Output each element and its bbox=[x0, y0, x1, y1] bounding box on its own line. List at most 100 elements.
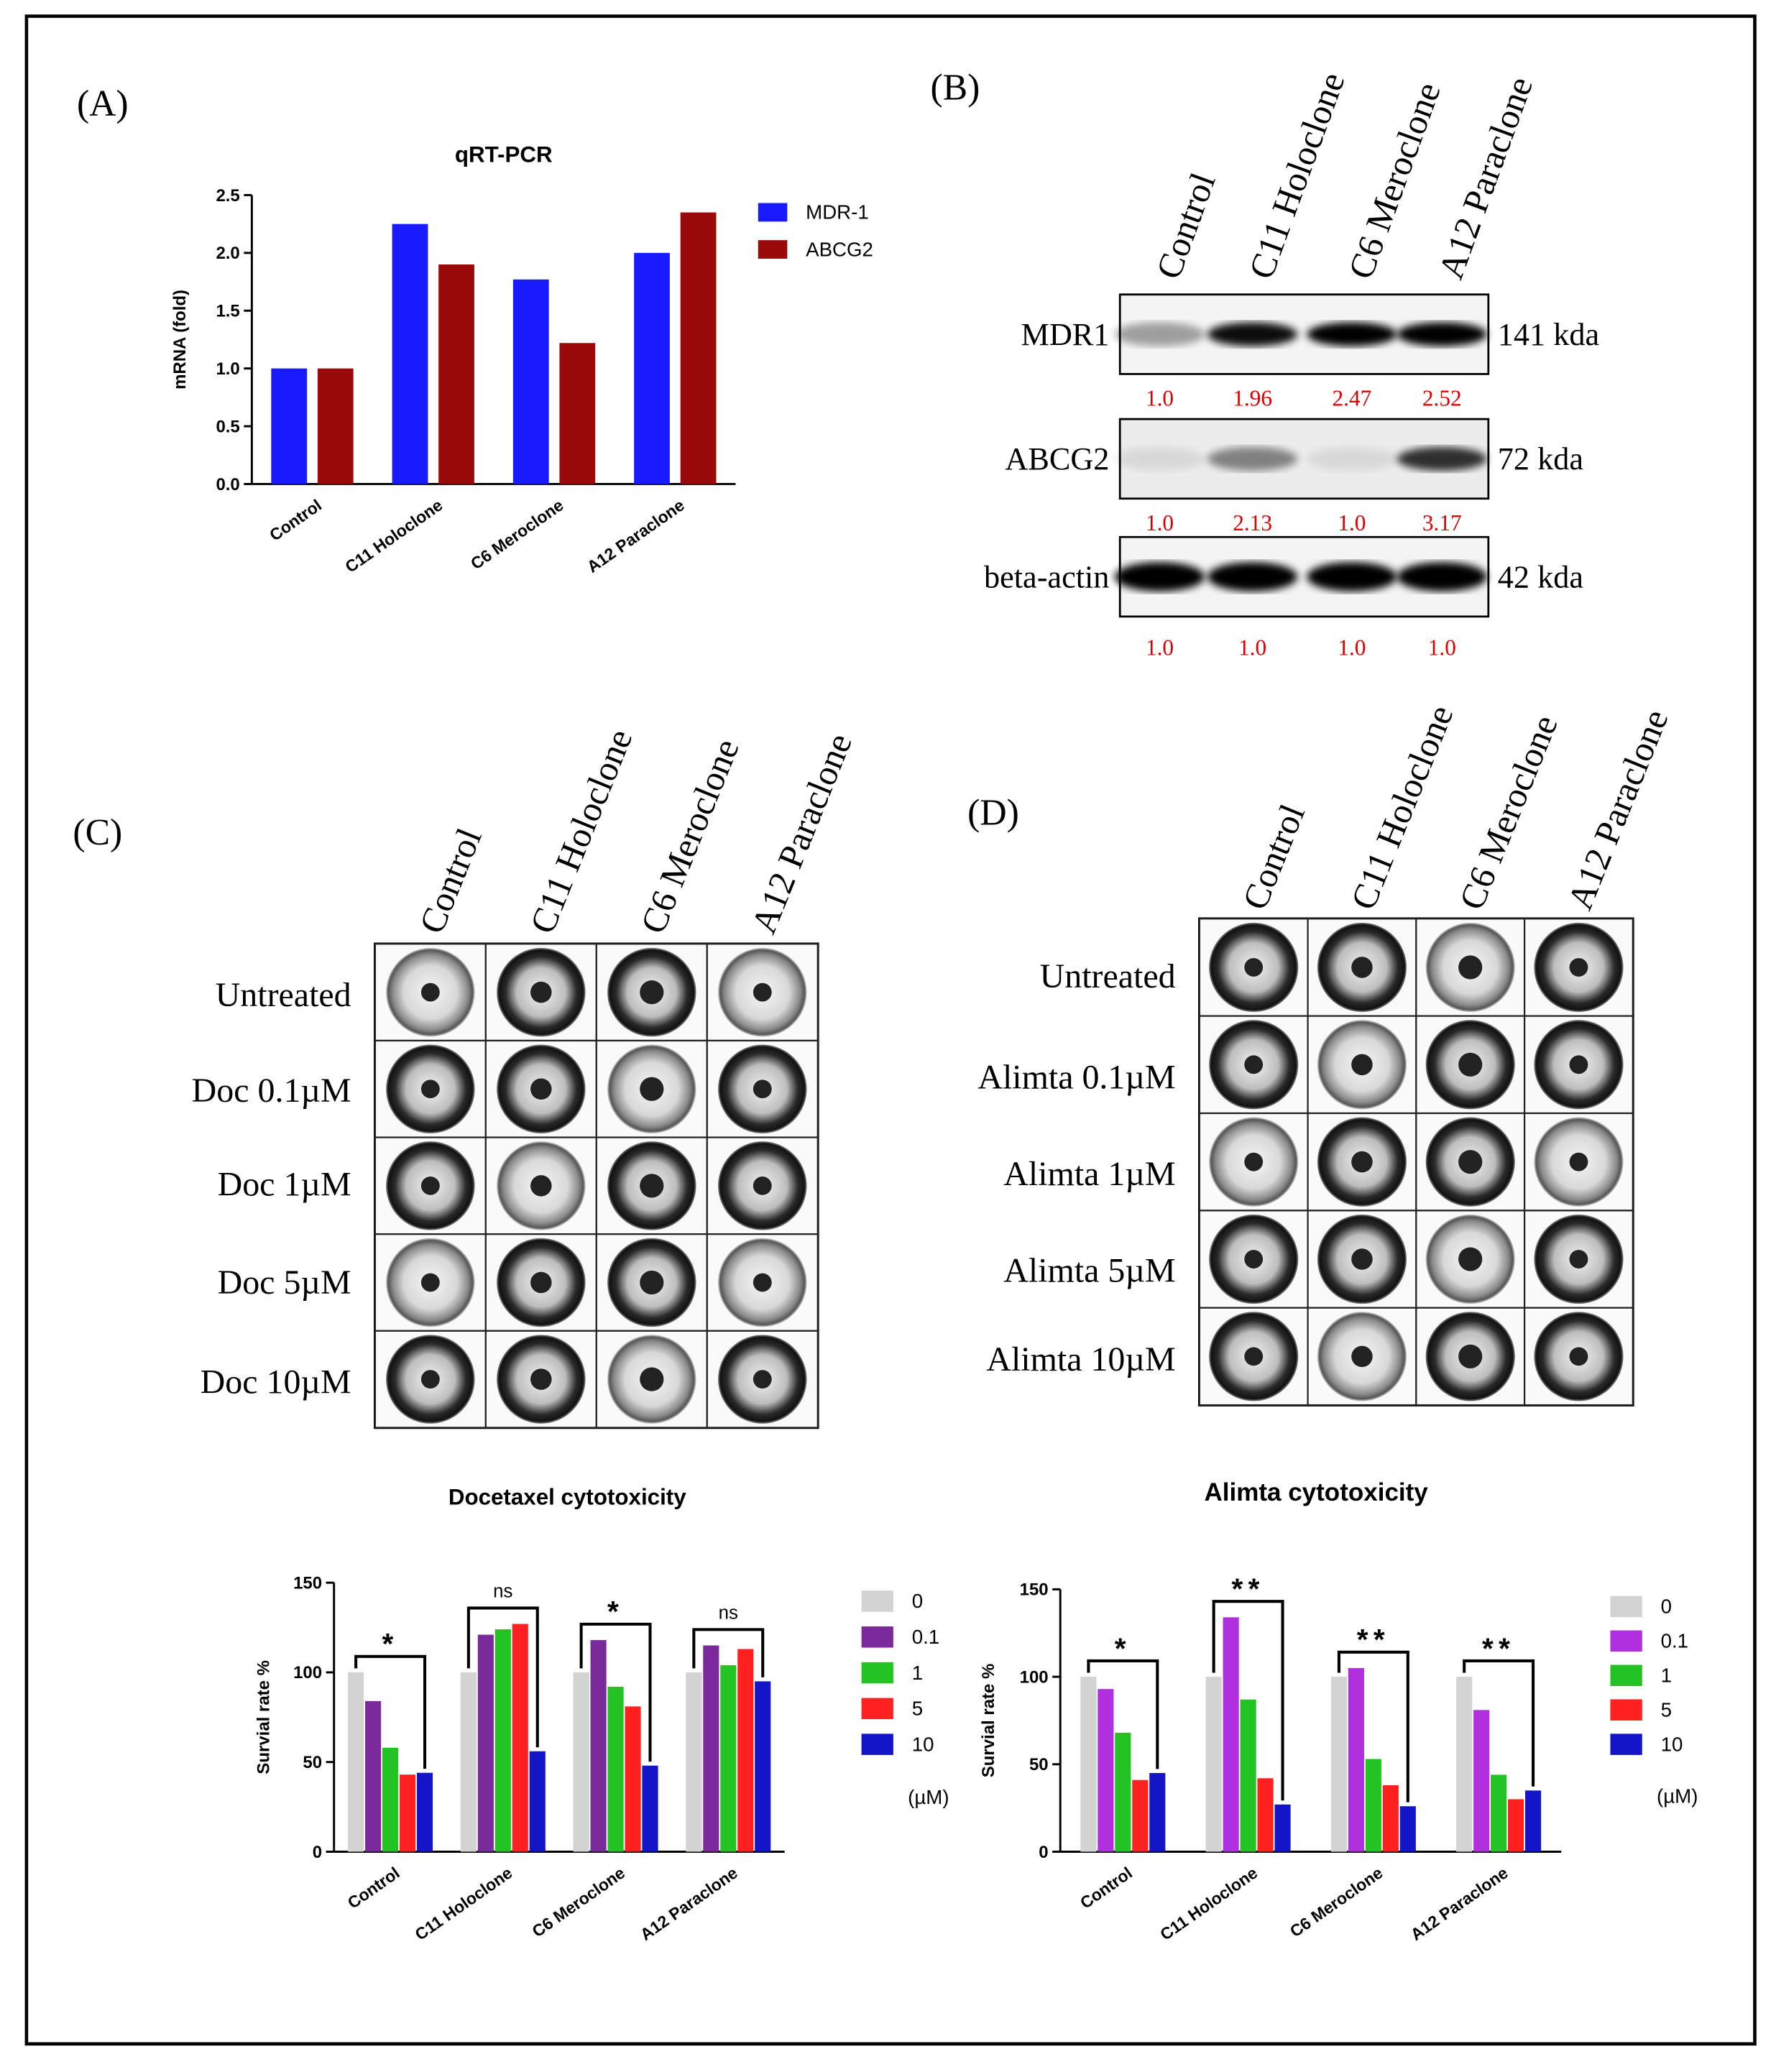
bar bbox=[590, 1640, 607, 1852]
quant-label: 2.13 bbox=[1233, 510, 1272, 535]
quant-label: 1.0 bbox=[1238, 635, 1266, 660]
column-label: C6 Meroclone bbox=[1452, 709, 1565, 915]
row-label: Doc 5µM bbox=[218, 1263, 351, 1302]
legend-label: 0.1 bbox=[1661, 1630, 1688, 1652]
row-label: ABCG2 bbox=[1005, 441, 1109, 476]
y-tick-label: 50 bbox=[303, 1753, 322, 1772]
column-label: C11 Holoclone bbox=[523, 724, 640, 939]
bar bbox=[559, 343, 596, 484]
lane-label: C11 Holoclone bbox=[1241, 68, 1353, 285]
legend-label: 0 bbox=[1661, 1596, 1672, 1618]
significance-label: * bbox=[607, 1595, 624, 1628]
spheroid bbox=[1569, 1347, 1588, 1366]
bar bbox=[1149, 1772, 1166, 1852]
y-axis-label: mRNA (fold) bbox=[170, 290, 190, 390]
spheroid bbox=[1458, 1150, 1483, 1174]
y-tick-label: 1.5 bbox=[216, 302, 239, 321]
legend-label: ABCG2 bbox=[806, 238, 873, 260]
row-label: Alimta 5µM bbox=[1003, 1252, 1175, 1290]
quant-label: 1.0 bbox=[1428, 635, 1456, 660]
spheroid bbox=[753, 1176, 772, 1195]
bar bbox=[1348, 1667, 1364, 1852]
legend-swatch bbox=[861, 1733, 893, 1755]
spheroid bbox=[1569, 1055, 1588, 1074]
x-tick-label: Control bbox=[1077, 1863, 1136, 1912]
spheroid bbox=[1569, 1152, 1588, 1171]
bar bbox=[477, 1634, 494, 1852]
bar bbox=[460, 1672, 477, 1852]
bar bbox=[416, 1772, 433, 1852]
x-tick-label: C6 Meroclone bbox=[1287, 1863, 1386, 1940]
bar bbox=[1274, 1804, 1291, 1852]
significance-bracket bbox=[1337, 1650, 1409, 1802]
bar bbox=[1491, 1774, 1507, 1852]
row-label: Untreated bbox=[216, 976, 351, 1014]
lane-label: C6 Meroclone bbox=[1340, 77, 1448, 284]
significance-label: ** bbox=[1231, 1573, 1264, 1606]
spheroid bbox=[420, 1176, 440, 1195]
spheroid bbox=[1351, 1151, 1373, 1173]
legend-swatch bbox=[861, 1626, 893, 1648]
row-label: Alimta 0.1µM bbox=[977, 1058, 1175, 1096]
bar bbox=[1473, 1710, 1490, 1852]
lane-label: A12 Paraclone bbox=[1431, 72, 1540, 284]
spheroid bbox=[640, 1367, 664, 1391]
size-label: 72 kda bbox=[1498, 441, 1584, 476]
blot-band bbox=[1307, 562, 1397, 591]
bar bbox=[382, 1747, 399, 1852]
bar bbox=[348, 1672, 364, 1852]
panel-label: (A) bbox=[77, 83, 129, 124]
quant-label: 2.52 bbox=[1422, 386, 1462, 411]
size-label: 141 kda bbox=[1498, 317, 1600, 352]
spheroid bbox=[1244, 1250, 1264, 1268]
y-tick-label: 0.5 bbox=[216, 417, 239, 436]
significance-bracket bbox=[1212, 1600, 1284, 1801]
legend-label: 1 bbox=[1661, 1664, 1672, 1686]
bar bbox=[1382, 1785, 1399, 1852]
x-tick-label: Control bbox=[266, 495, 325, 544]
x-tick-label: C11 Holoclone bbox=[341, 495, 446, 576]
spheroid bbox=[1244, 958, 1264, 977]
spheroid bbox=[1351, 1345, 1373, 1368]
bar bbox=[642, 1765, 658, 1852]
y-tick-label: 0 bbox=[1039, 1843, 1048, 1862]
significance-label: * bbox=[382, 1627, 398, 1660]
x-tick-label: C6 Meroclone bbox=[467, 495, 567, 573]
chart-title: Docetaxel cytotoxicity bbox=[448, 1484, 686, 1509]
bar bbox=[1399, 1806, 1416, 1852]
bar bbox=[529, 1751, 546, 1852]
bar bbox=[1205, 1677, 1222, 1852]
y-tick-label: 100 bbox=[293, 1663, 322, 1682]
bar bbox=[737, 1649, 754, 1852]
blot-band bbox=[1114, 322, 1205, 346]
spheroid bbox=[753, 1273, 772, 1292]
legend-title: (µM) bbox=[908, 1786, 949, 1808]
bar bbox=[512, 279, 549, 484]
spheroid bbox=[640, 980, 664, 1005]
bar bbox=[720, 1664, 737, 1852]
quant-label: 1.96 bbox=[1233, 386, 1272, 411]
spheroid bbox=[640, 1077, 664, 1101]
x-tick-label: C6 Meroclone bbox=[528, 1863, 628, 1940]
row-label: Untreated bbox=[1040, 957, 1176, 995]
legend-label: 10 bbox=[912, 1733, 934, 1755]
spheroid bbox=[420, 1079, 440, 1099]
y-axis-label: Survial rate % bbox=[979, 1664, 998, 1778]
spheroid bbox=[420, 1370, 440, 1389]
legend-swatch bbox=[1610, 1630, 1642, 1652]
legend-swatch bbox=[758, 240, 788, 259]
size-label: 42 kda bbox=[1498, 559, 1584, 594]
chart-title: qRT-PCR bbox=[455, 142, 553, 167]
column-label: A12 Paraclone bbox=[1560, 704, 1675, 916]
y-axis-label: Survial rate % bbox=[254, 1660, 273, 1774]
legend-swatch bbox=[861, 1698, 893, 1720]
panel-label: (B) bbox=[931, 68, 980, 109]
legend-swatch bbox=[758, 203, 788, 222]
bar bbox=[1115, 1732, 1131, 1852]
bar bbox=[1257, 1778, 1274, 1852]
row-label: Alimta 10µM bbox=[986, 1340, 1175, 1378]
spheroid bbox=[753, 1079, 772, 1099]
blot-band bbox=[1307, 322, 1397, 346]
blot-band bbox=[1114, 446, 1205, 471]
bar bbox=[1330, 1677, 1347, 1852]
